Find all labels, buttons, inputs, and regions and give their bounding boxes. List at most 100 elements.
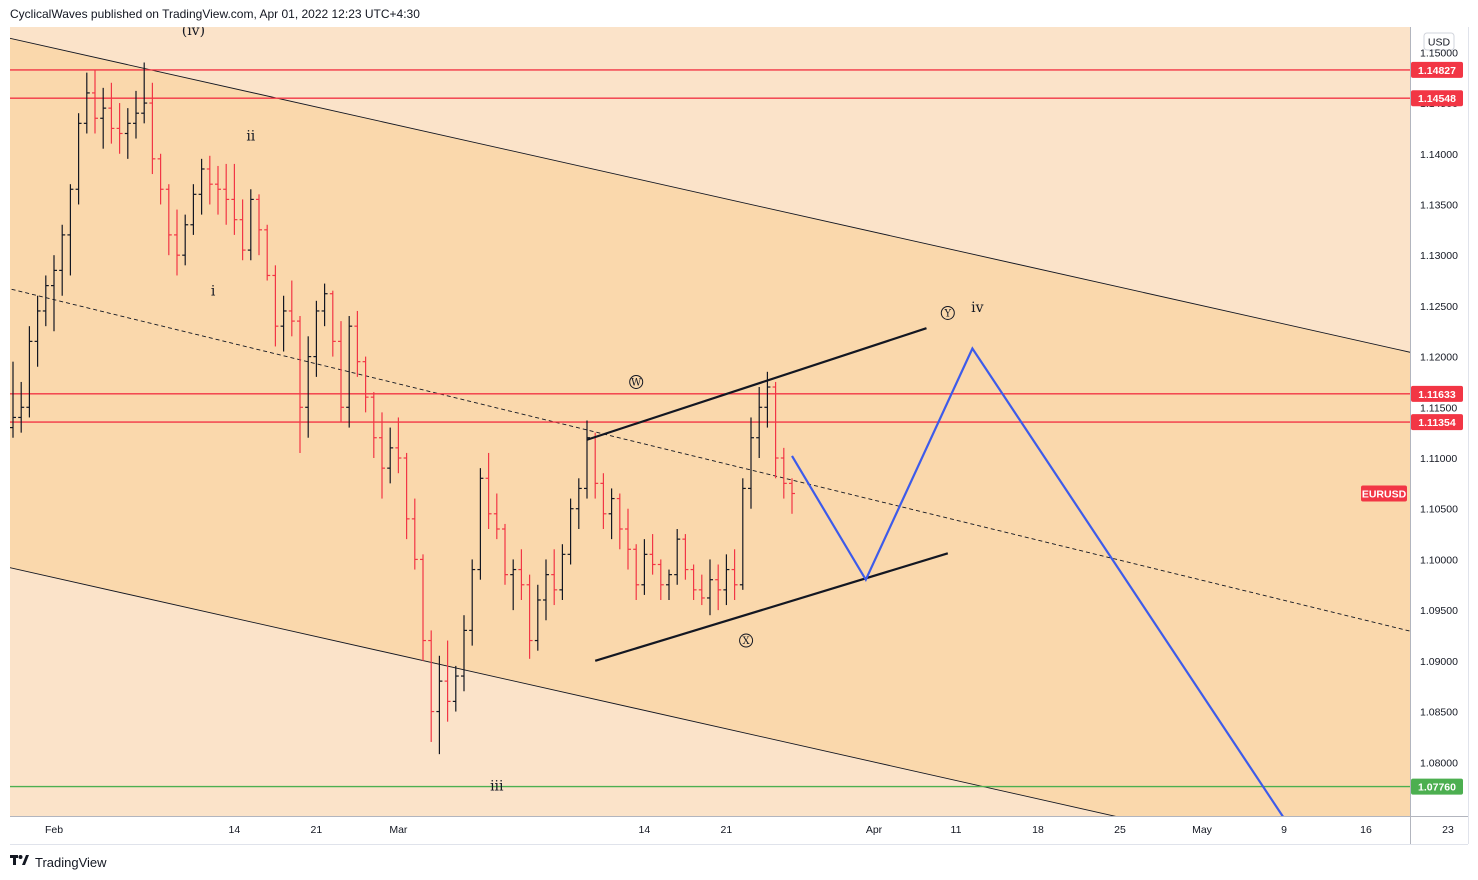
- tradingview-logo-icon[interactable]: [10, 853, 30, 871]
- price-tick-label: 1.12500: [1420, 301, 1458, 313]
- level-badge-label: 1.14827: [1418, 65, 1456, 77]
- candle: [772, 381, 779, 479]
- candle: [534, 584, 541, 651]
- candle: [715, 564, 722, 611]
- candle: [198, 158, 205, 215]
- candle: [543, 559, 549, 621]
- candle: [165, 184, 172, 256]
- candle: [149, 82, 156, 175]
- wave-label-iii: iii: [490, 779, 504, 795]
- candle: [575, 478, 582, 529]
- candle: [141, 62, 148, 124]
- candle: [100, 87, 107, 149]
- candle: [26, 326, 33, 418]
- candle: [108, 82, 115, 144]
- price-tick-label: 1.12000: [1420, 352, 1458, 364]
- price-tick-label: 1.08500: [1420, 707, 1458, 719]
- candle: [698, 574, 705, 606]
- price-tick-label: 1.10000: [1420, 554, 1458, 566]
- candle: [748, 417, 754, 509]
- candle: [682, 534, 689, 580]
- level-badge: [1411, 414, 1463, 431]
- candle: [436, 655, 443, 755]
- candle: [256, 194, 262, 256]
- symbol-badge-label: EURUSD: [1362, 489, 1407, 501]
- candle: [411, 498, 418, 570]
- level-badge: [1411, 90, 1463, 107]
- channel-median-line: [10, 288, 1410, 632]
- candle: [116, 103, 123, 154]
- candle: [567, 498, 574, 565]
- time-tick-label: 11: [951, 824, 962, 836]
- tradingview-brand[interactable]: TradingView: [35, 854, 107, 870]
- wave-label-ii: ii: [246, 129, 255, 145]
- candle: [190, 184, 197, 235]
- candle: [379, 412, 385, 499]
- candle: [739, 478, 746, 590]
- triangle-line-2: [594, 552, 949, 662]
- candle: [387, 427, 394, 484]
- candle: [157, 153, 164, 205]
- candle: [657, 559, 664, 600]
- time-tick-label: 25: [1114, 824, 1126, 836]
- candle: [264, 224, 271, 281]
- candle: [789, 478, 795, 514]
- currency-box: [1423, 32, 1455, 51]
- candle: [485, 452, 492, 529]
- candle: [370, 392, 377, 459]
- candle: [18, 381, 25, 433]
- candle: [92, 69, 98, 134]
- level-badge-label: 1.11354: [1418, 417, 1456, 429]
- candle: [666, 569, 672, 600]
- candle: [600, 473, 607, 529]
- candle: [452, 665, 459, 712]
- candle: [493, 493, 500, 540]
- price-tick-label: 1.08000: [1420, 757, 1458, 769]
- candle: [731, 549, 738, 600]
- footer: TradingView: [10, 853, 107, 871]
- channel-lower-line: [10, 567, 1116, 816]
- wave-label-iv: iv: [971, 300, 983, 316]
- candle: [502, 523, 508, 585]
- channel-fill: [10, 38, 1410, 816]
- candle: [780, 447, 787, 499]
- candle: [329, 290, 336, 357]
- time-tick-label: Apr: [866, 824, 883, 836]
- candle: [395, 417, 402, 474]
- candle: [444, 640, 451, 722]
- candle: [223, 163, 230, 225]
- candle: [518, 549, 525, 600]
- time-tick-label: 18: [1032, 824, 1044, 836]
- candle: [231, 163, 238, 235]
- candle: [305, 336, 312, 438]
- candle: [59, 224, 66, 296]
- price-tick-label: 1.10500: [1420, 504, 1458, 516]
- triangle-line-1: [586, 327, 927, 441]
- candle: [34, 295, 41, 367]
- time-tick-label: 23: [1442, 824, 1454, 836]
- candle: [625, 508, 631, 570]
- publish-header: CyclicalWaves published on TradingView.c…: [10, 7, 420, 21]
- candle: [461, 615, 467, 692]
- price-tick-label: 1.09500: [1420, 605, 1458, 617]
- candle: [10, 361, 16, 438]
- price-tick-label: 1.13500: [1420, 199, 1458, 211]
- candle: [559, 544, 566, 600]
- price-tick-label: 1.15000: [1420, 47, 1458, 59]
- price-tick-label: 1.09000: [1420, 656, 1458, 668]
- time-tick-label: 16: [1360, 824, 1372, 836]
- price-tick-label: 1.14000: [1420, 149, 1458, 161]
- candle: [633, 544, 640, 600]
- time-tick-label: 14: [639, 824, 651, 836]
- candle: [288, 280, 295, 337]
- candle: [526, 574, 533, 659]
- level-badge-label: 1.11633: [1418, 389, 1456, 401]
- candle: [75, 113, 82, 205]
- candle: [649, 534, 656, 575]
- candle: [133, 90, 139, 139]
- time-tick-label: 21: [721, 824, 733, 836]
- candle: [608, 488, 615, 540]
- price-tick-label: 1.11500: [1420, 402, 1457, 414]
- wave-label-(iv): (iv): [182, 23, 205, 39]
